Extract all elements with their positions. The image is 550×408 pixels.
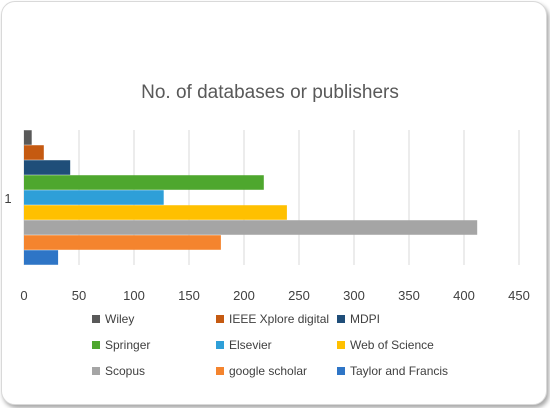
legend-swatch [92,341,100,349]
bar-web-of-science [24,205,287,220]
x-tick-label: 150 [178,288,200,303]
bars [24,130,478,265]
x-tick-label: 0 [20,288,27,303]
legend-label: Wiley [105,312,134,326]
legend-label: Web of Science [350,338,434,352]
legend-swatch [216,341,224,349]
legend-label: google scholar [229,364,307,378]
bar-ieee-xplore-digital [24,145,44,160]
legend-swatch [216,315,224,323]
bar-scopus [24,220,478,235]
bar-taylor-and-francis [24,250,59,265]
legend-label: Scopus [105,364,145,378]
x-tick-label: 100 [123,288,145,303]
legend-label: Elsevier [229,338,272,352]
x-tick-label: 50 [72,288,86,303]
bar-google-scholar [24,235,221,250]
legend-label: Springer [105,338,150,352]
legend-swatch [216,367,224,375]
legend-label: Taylor and Francis [350,364,448,378]
x-tick-label: 450 [508,288,530,303]
x-tick-labels: 0 50 100 150 200 250 300 350 400 450 [20,288,529,303]
bar-wiley [24,130,32,145]
chart-title: No. of databases or publishers [141,82,399,103]
x-tick-label: 400 [453,288,475,303]
legend-label: IEEE Xplore digital [229,312,329,326]
bar-mdpi [24,160,71,175]
x-tick-label: 250 [288,288,310,303]
legend-swatch [337,341,345,349]
x-tick-label: 350 [398,288,420,303]
legend: Wiley IEEE Xplore digital MDPI Springer Else… [92,312,448,378]
legend-swatch [337,315,345,323]
x-tick-label: 200 [233,288,255,303]
bar-springer [24,175,264,190]
legend-swatch [92,367,100,375]
legend-swatch [92,315,100,323]
x-tick-label: 300 [343,288,365,303]
legend-label: MDPI [350,312,380,326]
category-label: 1 [4,191,11,206]
legend-swatch [337,367,345,375]
bar-elsevier [24,190,164,205]
